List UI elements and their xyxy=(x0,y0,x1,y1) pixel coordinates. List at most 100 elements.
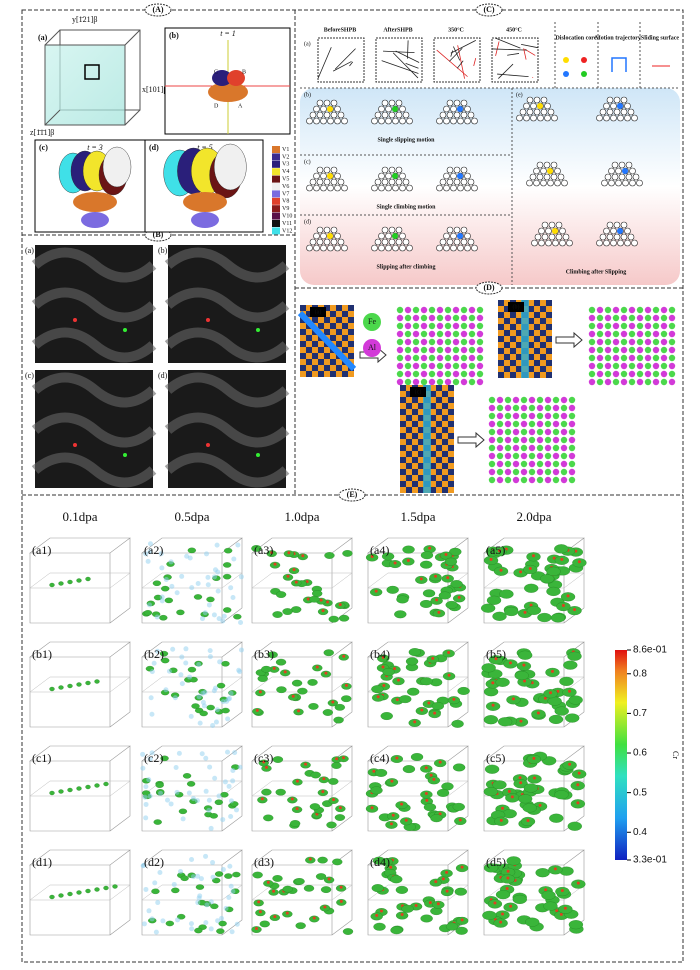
haze xyxy=(211,612,217,618)
haze xyxy=(179,681,185,687)
precipitate xyxy=(67,683,73,689)
precipitate xyxy=(58,581,64,586)
point-label: B xyxy=(242,69,246,75)
atom xyxy=(488,428,496,436)
precipitate xyxy=(261,788,272,796)
atom xyxy=(544,420,552,428)
panel-label: (B) xyxy=(153,230,164,239)
dislocation-band xyxy=(31,452,157,488)
cr-core xyxy=(519,570,523,574)
atom xyxy=(628,354,636,362)
atom xyxy=(378,244,385,252)
atom xyxy=(568,404,576,412)
precipitate xyxy=(420,914,433,923)
lattice-cell xyxy=(516,354,522,360)
precipitate xyxy=(297,687,308,695)
atom xyxy=(636,306,644,314)
atom xyxy=(330,99,338,107)
atom xyxy=(468,322,476,330)
atom xyxy=(604,330,612,338)
lattice-cell xyxy=(448,469,454,475)
lattice-cell xyxy=(306,329,312,335)
cr-core xyxy=(395,698,399,702)
atom xyxy=(323,178,331,186)
atom xyxy=(334,184,341,192)
lattice-cell xyxy=(510,360,516,366)
atom xyxy=(444,362,452,370)
atom xyxy=(399,172,406,180)
atom xyxy=(552,468,560,476)
precipitate xyxy=(182,773,192,779)
precipitate xyxy=(76,578,82,583)
atom xyxy=(588,370,596,378)
cr-core xyxy=(425,798,429,802)
cr-core xyxy=(395,756,399,760)
atom xyxy=(568,452,576,460)
precipitate xyxy=(267,651,278,659)
atom xyxy=(660,306,668,314)
cr-core xyxy=(379,909,383,913)
atom xyxy=(406,244,413,252)
precipitate xyxy=(419,600,433,608)
atom xyxy=(652,354,660,362)
atom xyxy=(520,396,528,404)
haze xyxy=(148,695,154,701)
atom xyxy=(550,161,558,169)
atom xyxy=(496,396,504,404)
haze xyxy=(228,690,234,696)
legend-swatch xyxy=(272,168,280,176)
atom xyxy=(611,173,619,181)
atom xyxy=(560,460,568,468)
haze xyxy=(147,756,153,762)
haze xyxy=(238,574,244,580)
precipitate xyxy=(171,887,180,894)
lattice-cell xyxy=(312,353,318,359)
atom xyxy=(528,428,536,436)
precipitate xyxy=(216,682,226,689)
atom xyxy=(660,370,668,378)
atom xyxy=(604,173,612,181)
precipitate xyxy=(67,787,73,793)
atom xyxy=(453,238,461,246)
atom xyxy=(327,117,334,125)
lattice-cell xyxy=(540,354,546,360)
lattice-cell xyxy=(412,433,418,439)
precipitate xyxy=(159,614,168,621)
atom xyxy=(468,314,476,322)
precipitate xyxy=(449,547,462,556)
precipitate xyxy=(401,904,414,913)
lattice-cell xyxy=(406,397,412,403)
atom xyxy=(622,179,629,187)
atom xyxy=(392,117,399,125)
lattice-cell xyxy=(418,403,424,409)
precipitate xyxy=(499,589,514,599)
lattice-cell xyxy=(336,341,342,347)
haze xyxy=(229,929,235,935)
lattice-cell xyxy=(342,335,348,341)
haze xyxy=(200,699,206,705)
atom xyxy=(612,354,620,362)
grain xyxy=(102,146,132,188)
atom xyxy=(644,370,652,378)
atom xyxy=(460,111,468,119)
element-fe xyxy=(363,313,381,331)
haze xyxy=(237,764,243,770)
cr-core xyxy=(432,777,436,781)
lattice-cell xyxy=(540,366,546,372)
lattice-cell xyxy=(306,365,312,371)
atom xyxy=(620,96,628,104)
atom xyxy=(496,412,504,420)
lattice-cell xyxy=(418,469,424,475)
haze xyxy=(222,779,228,785)
atom xyxy=(610,102,617,110)
lattice-cell xyxy=(436,439,442,445)
atom xyxy=(428,362,436,370)
cell-label: (d3) xyxy=(254,855,274,869)
atom xyxy=(444,370,452,378)
precipitate xyxy=(76,890,82,895)
subpanel-title: t = 5 xyxy=(197,143,213,152)
lattice-cell xyxy=(430,433,436,439)
lattice-cell xyxy=(324,323,330,329)
haze xyxy=(208,825,214,831)
atom xyxy=(334,117,341,125)
